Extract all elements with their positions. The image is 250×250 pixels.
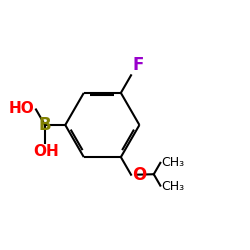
Text: F: F bbox=[132, 56, 143, 74]
Text: CH₃: CH₃ bbox=[162, 180, 185, 193]
Text: HO: HO bbox=[9, 101, 35, 116]
Text: B: B bbox=[39, 116, 51, 134]
Text: O: O bbox=[132, 166, 146, 184]
Text: OH: OH bbox=[33, 144, 58, 159]
Text: CH₃: CH₃ bbox=[162, 156, 185, 168]
